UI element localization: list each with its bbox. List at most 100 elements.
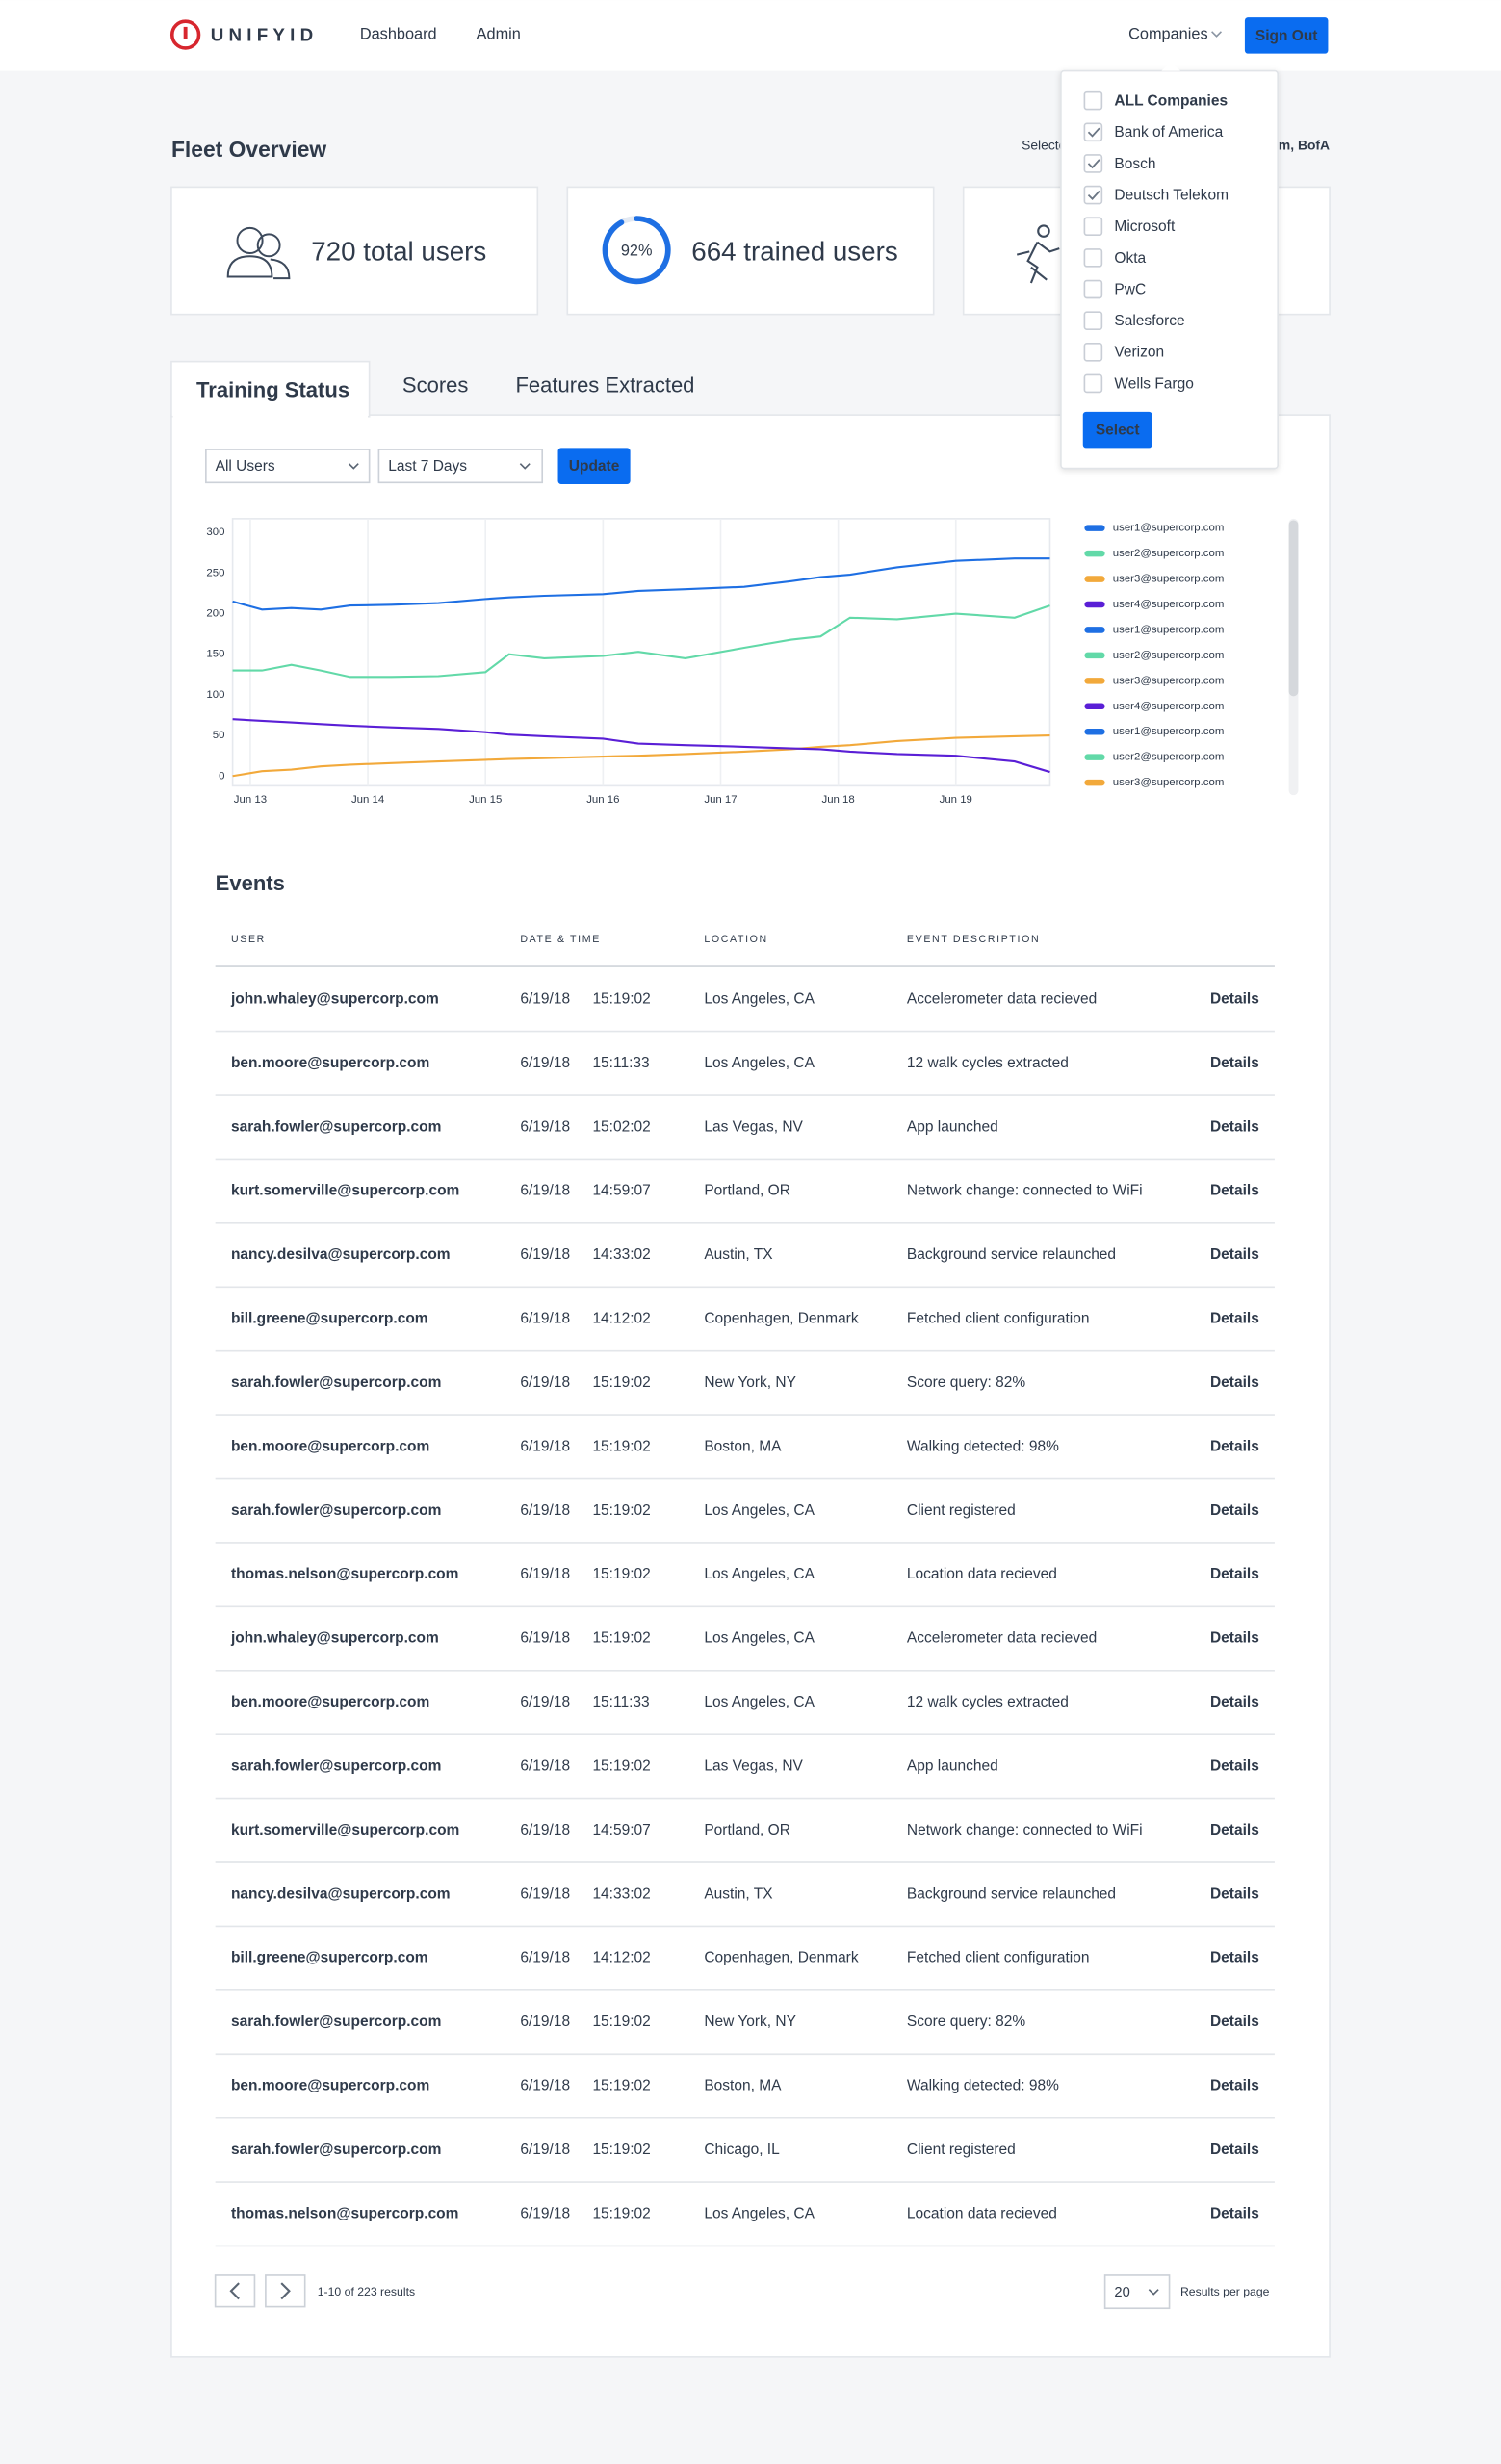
- result-range: 1-10 of 223 results: [318, 2285, 415, 2298]
- y-tick-label: 250: [206, 567, 224, 578]
- details-link[interactable]: Details: [1210, 2205, 1259, 2221]
- details-link[interactable]: Details: [1210, 1055, 1259, 1071]
- company-option[interactable]: Verizon: [1114, 345, 1164, 361]
- select-button[interactable]: [1082, 411, 1152, 449]
- details-link[interactable]: Details: [1210, 990, 1259, 1007]
- cell-description: Network change: connected to WiFi: [907, 1822, 1143, 1838]
- range-select[interactable]: [377, 449, 544, 484]
- cell-description: Accelerometer data recieved: [907, 1630, 1097, 1647]
- details-link[interactable]: Details: [1210, 1950, 1259, 1966]
- cell-time: 15:19:02: [592, 2205, 650, 2221]
- checkbox[interactable]: [1083, 90, 1103, 111]
- update-label[interactable]: Update: [569, 458, 620, 475]
- select-label[interactable]: Select: [1096, 423, 1140, 439]
- prev-button[interactable]: [214, 2274, 256, 2308]
- company-option[interactable]: Bank of America: [1114, 124, 1223, 141]
- checkbox[interactable]: [1083, 154, 1103, 173]
- checkbox[interactable]: [1083, 279, 1103, 299]
- cell-location: Los Angeles, CA: [704, 990, 815, 1007]
- update-button[interactable]: [557, 448, 631, 484]
- page-title: Fleet Overview: [171, 137, 326, 162]
- checkbox[interactable]: [1083, 343, 1103, 362]
- nav-link[interactable]: Admin: [477, 25, 521, 42]
- cell-user: ben.moore@supercorp.com: [231, 1055, 429, 1071]
- details-link[interactable]: Details: [1210, 1118, 1259, 1135]
- cell-time: 15:19:02: [592, 1758, 650, 1774]
- cell-description: App launched: [907, 1118, 998, 1135]
- checkbox[interactable]: [1083, 248, 1103, 268]
- details-link[interactable]: Details: [1210, 1886, 1259, 1902]
- details-link[interactable]: Details: [1210, 1311, 1259, 1327]
- details-link[interactable]: Details: [1210, 1438, 1259, 1454]
- user-select[interactable]: [205, 449, 371, 484]
- company-option[interactable]: Wells Fargo: [1114, 375, 1193, 392]
- checkbox[interactable]: [1083, 311, 1103, 330]
- company-option[interactable]: Microsoft: [1114, 218, 1176, 235]
- active-tab[interactable]: [170, 360, 371, 418]
- stat-text: 720 total users: [311, 236, 486, 266]
- series-line: [232, 734, 1050, 778]
- legend-swatch: [1084, 754, 1105, 760]
- cell-user: thomas.nelson@supercorp.com: [231, 1566, 458, 1582]
- details-link[interactable]: Details: [1210, 1183, 1259, 1199]
- range-select-label[interactable]: Last 7 Days: [388, 458, 467, 475]
- column-header: EVENT DESCRIPTION: [907, 934, 1040, 945]
- cell-date: 6/19/18: [520, 990, 570, 1007]
- sign-out-label[interactable]: Sign Out: [1255, 28, 1318, 44]
- company-option[interactable]: PwC: [1114, 281, 1146, 297]
- checkbox[interactable]: [1083, 373, 1103, 394]
- next-button[interactable]: [265, 2274, 306, 2308]
- cell-time: 15:19:02: [592, 1438, 650, 1454]
- chart: 0 50 100 150 200 250 300 Jun 13 Jun 14 Jun 15 Jun …: [206, 518, 1225, 806]
- company-option[interactable]: Okta: [1114, 250, 1146, 267]
- cell-time: 15:19:02: [592, 2078, 650, 2094]
- details-link[interactable]: Details: [1210, 1758, 1259, 1774]
- logo[interactable]: UNIFYID: [211, 25, 319, 45]
- cell-description: Walking detected: 98%: [907, 2078, 1059, 2094]
- companies-menu[interactable]: Companies: [1128, 25, 1208, 42]
- tab[interactable]: Training Status: [196, 377, 349, 401]
- company-option[interactable]: ALL Companies: [1114, 93, 1228, 110]
- cell-time: 14:12:02: [592, 1950, 650, 1966]
- details-link[interactable]: Details: [1210, 2014, 1259, 2030]
- legend-swatch: [1084, 525, 1105, 531]
- chevron: [1211, 31, 1222, 38]
- details-link[interactable]: Details: [1210, 1374, 1259, 1391]
- details-link[interactable]: Details: [1210, 1694, 1259, 1710]
- x-tick-label: Jun 15: [469, 794, 502, 806]
- cell-location: New York, NY: [704, 2014, 796, 2030]
- cell-location: Austin, TX: [704, 1886, 773, 1902]
- scroll-thumb[interactable]: [1288, 520, 1299, 697]
- cell-time: 14:12:02: [592, 1311, 650, 1327]
- checkbox[interactable]: [1083, 217, 1103, 237]
- details-link[interactable]: Details: [1210, 1822, 1259, 1838]
- legend-swatch: [1084, 601, 1105, 608]
- legend-swatch: [1084, 728, 1105, 735]
- company-option[interactable]: Salesforce: [1114, 313, 1184, 329]
- details-link[interactable]: Details: [1210, 1502, 1259, 1519]
- tab[interactable]: Scores: [402, 373, 469, 398]
- details-link[interactable]: Details: [1210, 2142, 1259, 2158]
- checkbox[interactable]: [1083, 185, 1103, 205]
- tab[interactable]: Features Extracted: [515, 373, 694, 398]
- legend-label: user1@supercorp.com: [1113, 726, 1225, 737]
- per-page-value[interactable]: 20: [1114, 2285, 1129, 2300]
- sign-out-button[interactable]: [1244, 17, 1329, 54]
- check-mark: [1087, 190, 1100, 200]
- per-page-select[interactable]: [1103, 2274, 1171, 2310]
- details-link[interactable]: Details: [1210, 1630, 1259, 1647]
- cell-date: 6/19/18: [520, 1822, 570, 1838]
- details-link[interactable]: Details: [1210, 1246, 1259, 1263]
- company-option[interactable]: Deutsch Telekom: [1114, 187, 1229, 203]
- checkbox[interactable]: [1083, 122, 1103, 142]
- user-select-label[interactable]: All Users: [216, 458, 275, 475]
- y-tick-label: 100: [206, 689, 224, 701]
- details-link[interactable]: Details: [1210, 1566, 1259, 1582]
- legend-swatch: [1084, 652, 1105, 659]
- cell-date: 6/19/18: [520, 1694, 570, 1710]
- nav-link[interactable]: Dashboard: [360, 25, 437, 42]
- cell-location: Boston, MA: [704, 2078, 782, 2094]
- company-option[interactable]: Bosch: [1114, 156, 1155, 172]
- details-link[interactable]: Details: [1210, 2078, 1259, 2094]
